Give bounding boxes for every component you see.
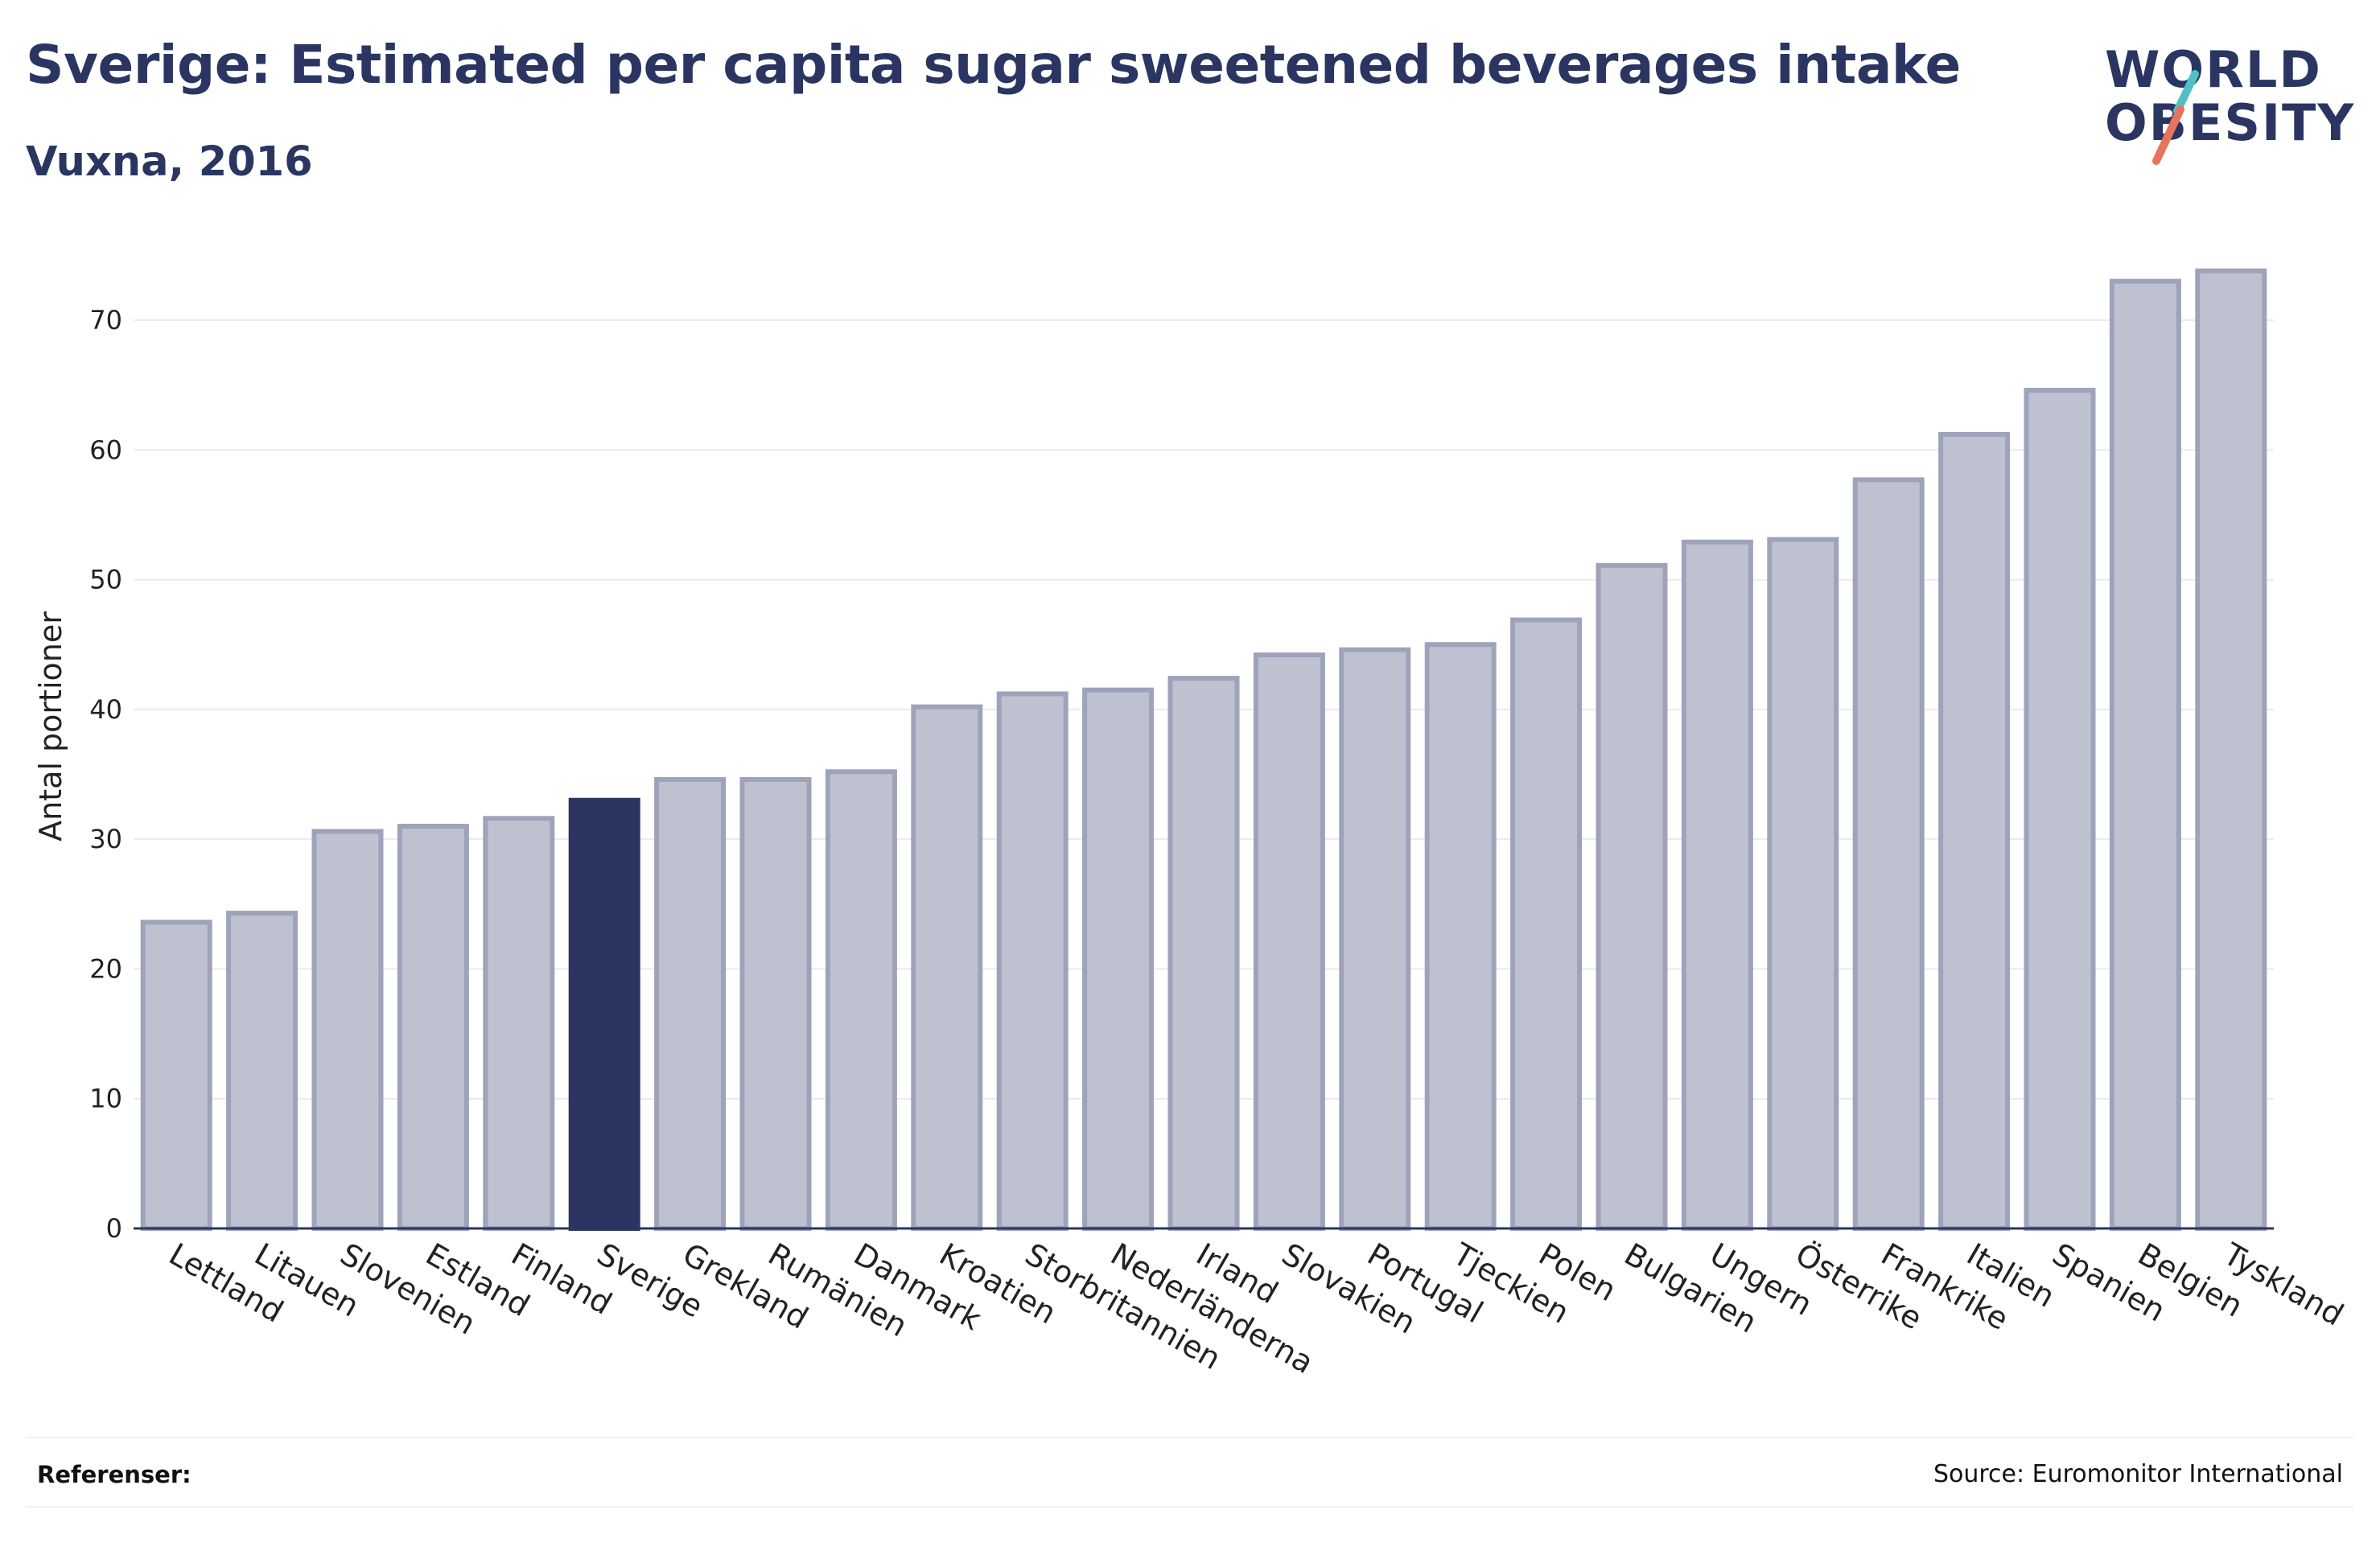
y-tick-label: 50 — [89, 565, 122, 595]
bar — [739, 776, 812, 1231]
bar — [825, 769, 897, 1231]
bar — [1082, 687, 1155, 1231]
y-tick-label: 60 — [89, 434, 122, 465]
bar — [1938, 431, 2011, 1231]
y-tick-label: 10 — [89, 1084, 122, 1114]
bar — [568, 797, 640, 1231]
bar — [2024, 388, 2096, 1232]
bar — [1681, 539, 1753, 1231]
bar — [226, 911, 299, 1231]
chart-subtitle: Vuxna, 2016 — [26, 138, 313, 186]
references-label: Referenser: — [37, 1461, 191, 1488]
bar — [140, 920, 212, 1231]
bar — [1852, 477, 1925, 1231]
bar — [1167, 676, 1240, 1231]
y-tick-label: 20 — [89, 953, 122, 984]
bar — [1253, 652, 1325, 1231]
bar — [2195, 268, 2267, 1231]
bar — [1767, 537, 1839, 1231]
bar — [311, 829, 384, 1231]
bar — [996, 691, 1069, 1231]
bar — [2109, 278, 2181, 1232]
y-tick-label: 70 — [89, 305, 122, 335]
footer-divider-top — [26, 1437, 2354, 1438]
y-tick-label: 30 — [89, 824, 122, 854]
source-note: Source: Euromonitor International — [1933, 1460, 2343, 1488]
bar — [1596, 562, 1668, 1231]
x-tick-label: Tyskland — [2217, 1236, 2349, 1332]
y-tick-label: 0 — [106, 1213, 122, 1244]
bar — [1339, 647, 1411, 1231]
y-tick-label: 40 — [89, 694, 122, 725]
bar — [483, 816, 555, 1232]
bar — [1424, 642, 1497, 1231]
bar — [654, 776, 727, 1231]
bar — [911, 704, 983, 1231]
y-axis-label: Antal portioner — [33, 611, 68, 841]
bar — [397, 824, 469, 1231]
world-obesity-logo: WORLD OBESITY — [2100, 40, 2357, 169]
logo-slash-icon — [2152, 70, 2199, 165]
footer-divider-bottom — [26, 1506, 2354, 1508]
logo-line-1: WORLD — [2105, 40, 2322, 99]
chart-title: Sverige: Estimated per capita sugar swee… — [26, 34, 1961, 96]
logo-line-2: OBESITY — [2105, 93, 2356, 152]
bar — [1510, 617, 1583, 1231]
